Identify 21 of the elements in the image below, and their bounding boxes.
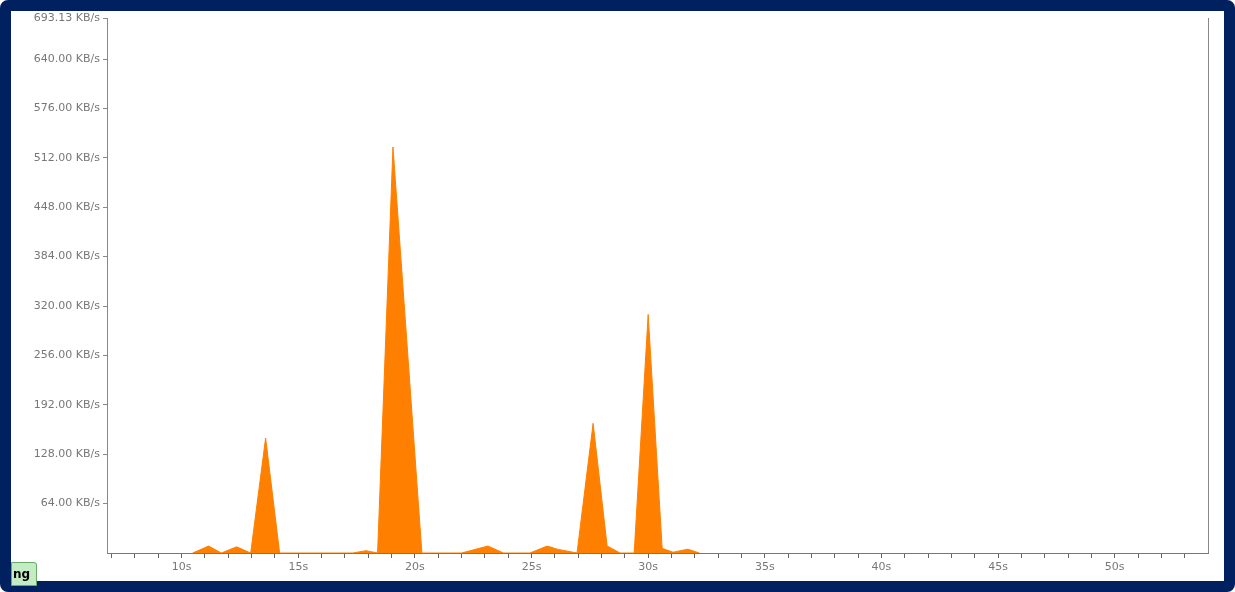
- x-tick-label: 20s: [405, 560, 426, 574]
- x-tick-label: 40s: [871, 560, 892, 574]
- y-tick-label: 512.00 KB/s: [33, 150, 101, 164]
- y-tick-label: 64.00 KB/s: [40, 496, 101, 510]
- x-tick-label: 35s: [754, 560, 775, 574]
- y-tick-label: 320.00 KB/s: [33, 298, 101, 312]
- y-tick-label: 256.00 KB/s: [33, 348, 101, 362]
- x-tick-label: 45s: [988, 560, 1009, 574]
- text: ng: [11, 562, 38, 586]
- y-tick-label: 384.00 KB/s: [33, 249, 101, 263]
- x-tick-label: 30s: [638, 560, 659, 574]
- y-tick-label: 640.00 KB/s: [33, 51, 101, 65]
- y-tick-label: 576.00 KB/s: [33, 101, 101, 115]
- x-tick-label: 10s: [171, 560, 192, 574]
- x-tick-label: 50s: [1104, 560, 1125, 574]
- y-tick-label: 128.00 KB/s: [33, 447, 101, 461]
- y-tick-label: 192.00 KB/s: [33, 397, 101, 411]
- y-tick-label: 693.13 KB/s: [33, 10, 101, 24]
- x-tick-label: 25s: [521, 560, 542, 574]
- y-tick-label: 448.00 KB/s: [33, 200, 101, 214]
- x-tick-label: 15s: [288, 560, 309, 574]
